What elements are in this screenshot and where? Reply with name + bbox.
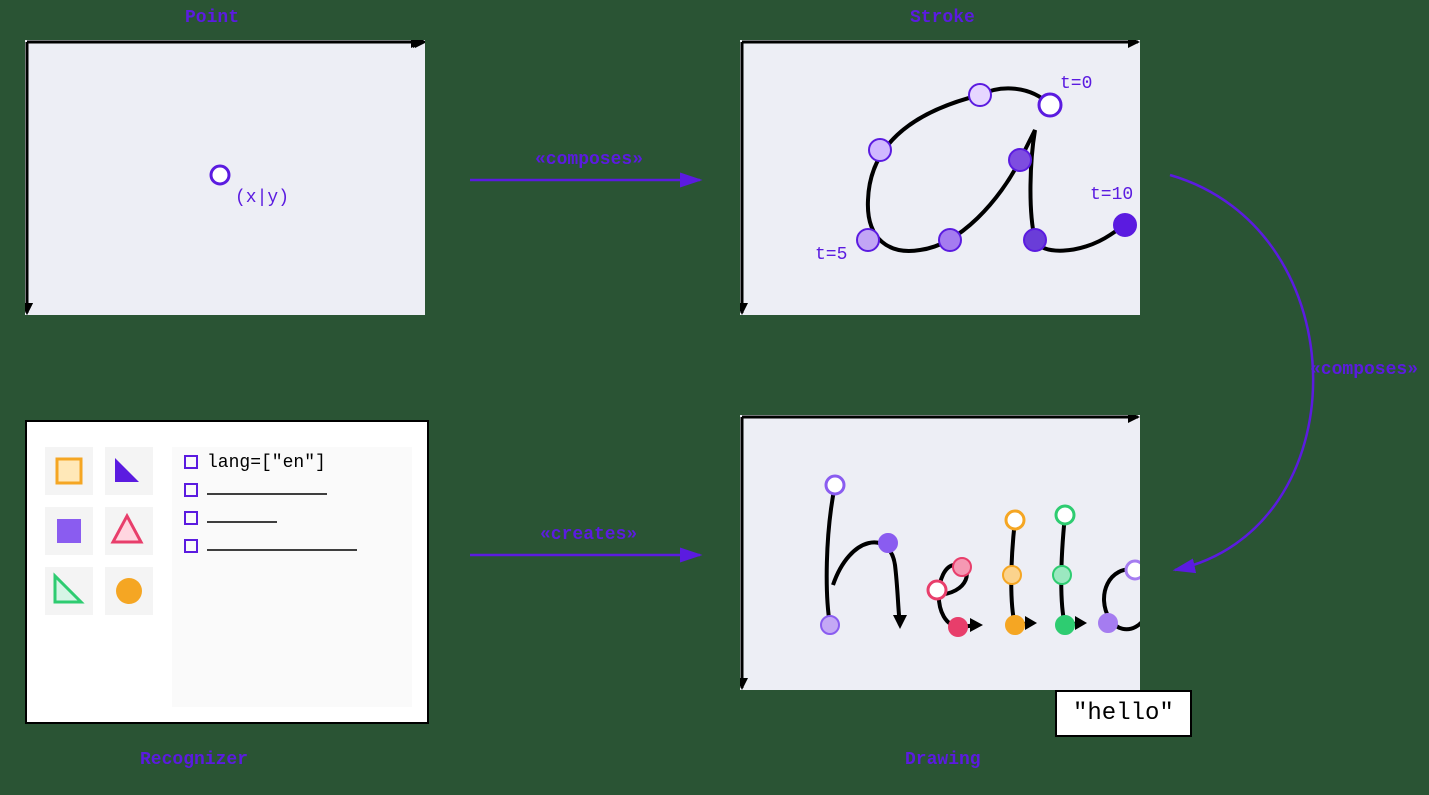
stroke-t5-label: t=5	[815, 245, 847, 265]
shape-circle-solid	[116, 578, 142, 604]
point-circle	[211, 166, 229, 184]
arrow-composes1-label: «composes»	[535, 150, 643, 170]
point-coord-label: (x|y)	[235, 188, 289, 208]
shape-square-outline	[57, 459, 81, 483]
drawing-title: Drawing	[905, 750, 981, 770]
stroke-t10-label: t=10	[1090, 185, 1133, 205]
recognizer-panel: lang=["en"]	[25, 420, 429, 724]
stroke-panel: t=0 t=5 t=10	[740, 40, 1140, 315]
stroke-t0-label: t=0	[1060, 74, 1092, 94]
recognizer-config-text: lang=["en"]	[207, 453, 326, 473]
arrow-composes2-label: «composes»	[1310, 360, 1418, 380]
point-panel-axes	[25, 40, 425, 315]
drawing-svg	[740, 415, 1140, 690]
stroke-path	[868, 88, 1125, 250]
drawing-panel	[740, 415, 1140, 690]
point-panel: (x|y)	[25, 40, 425, 315]
recognizer-title: Recognizer	[140, 750, 248, 770]
point-title: Point	[185, 8, 239, 28]
stroke-title: Stroke	[910, 8, 975, 28]
arrow-creates-label: «creates»	[540, 525, 637, 545]
shape-square-solid	[57, 519, 81, 543]
drawing-result-box: "hello"	[1055, 690, 1192, 737]
